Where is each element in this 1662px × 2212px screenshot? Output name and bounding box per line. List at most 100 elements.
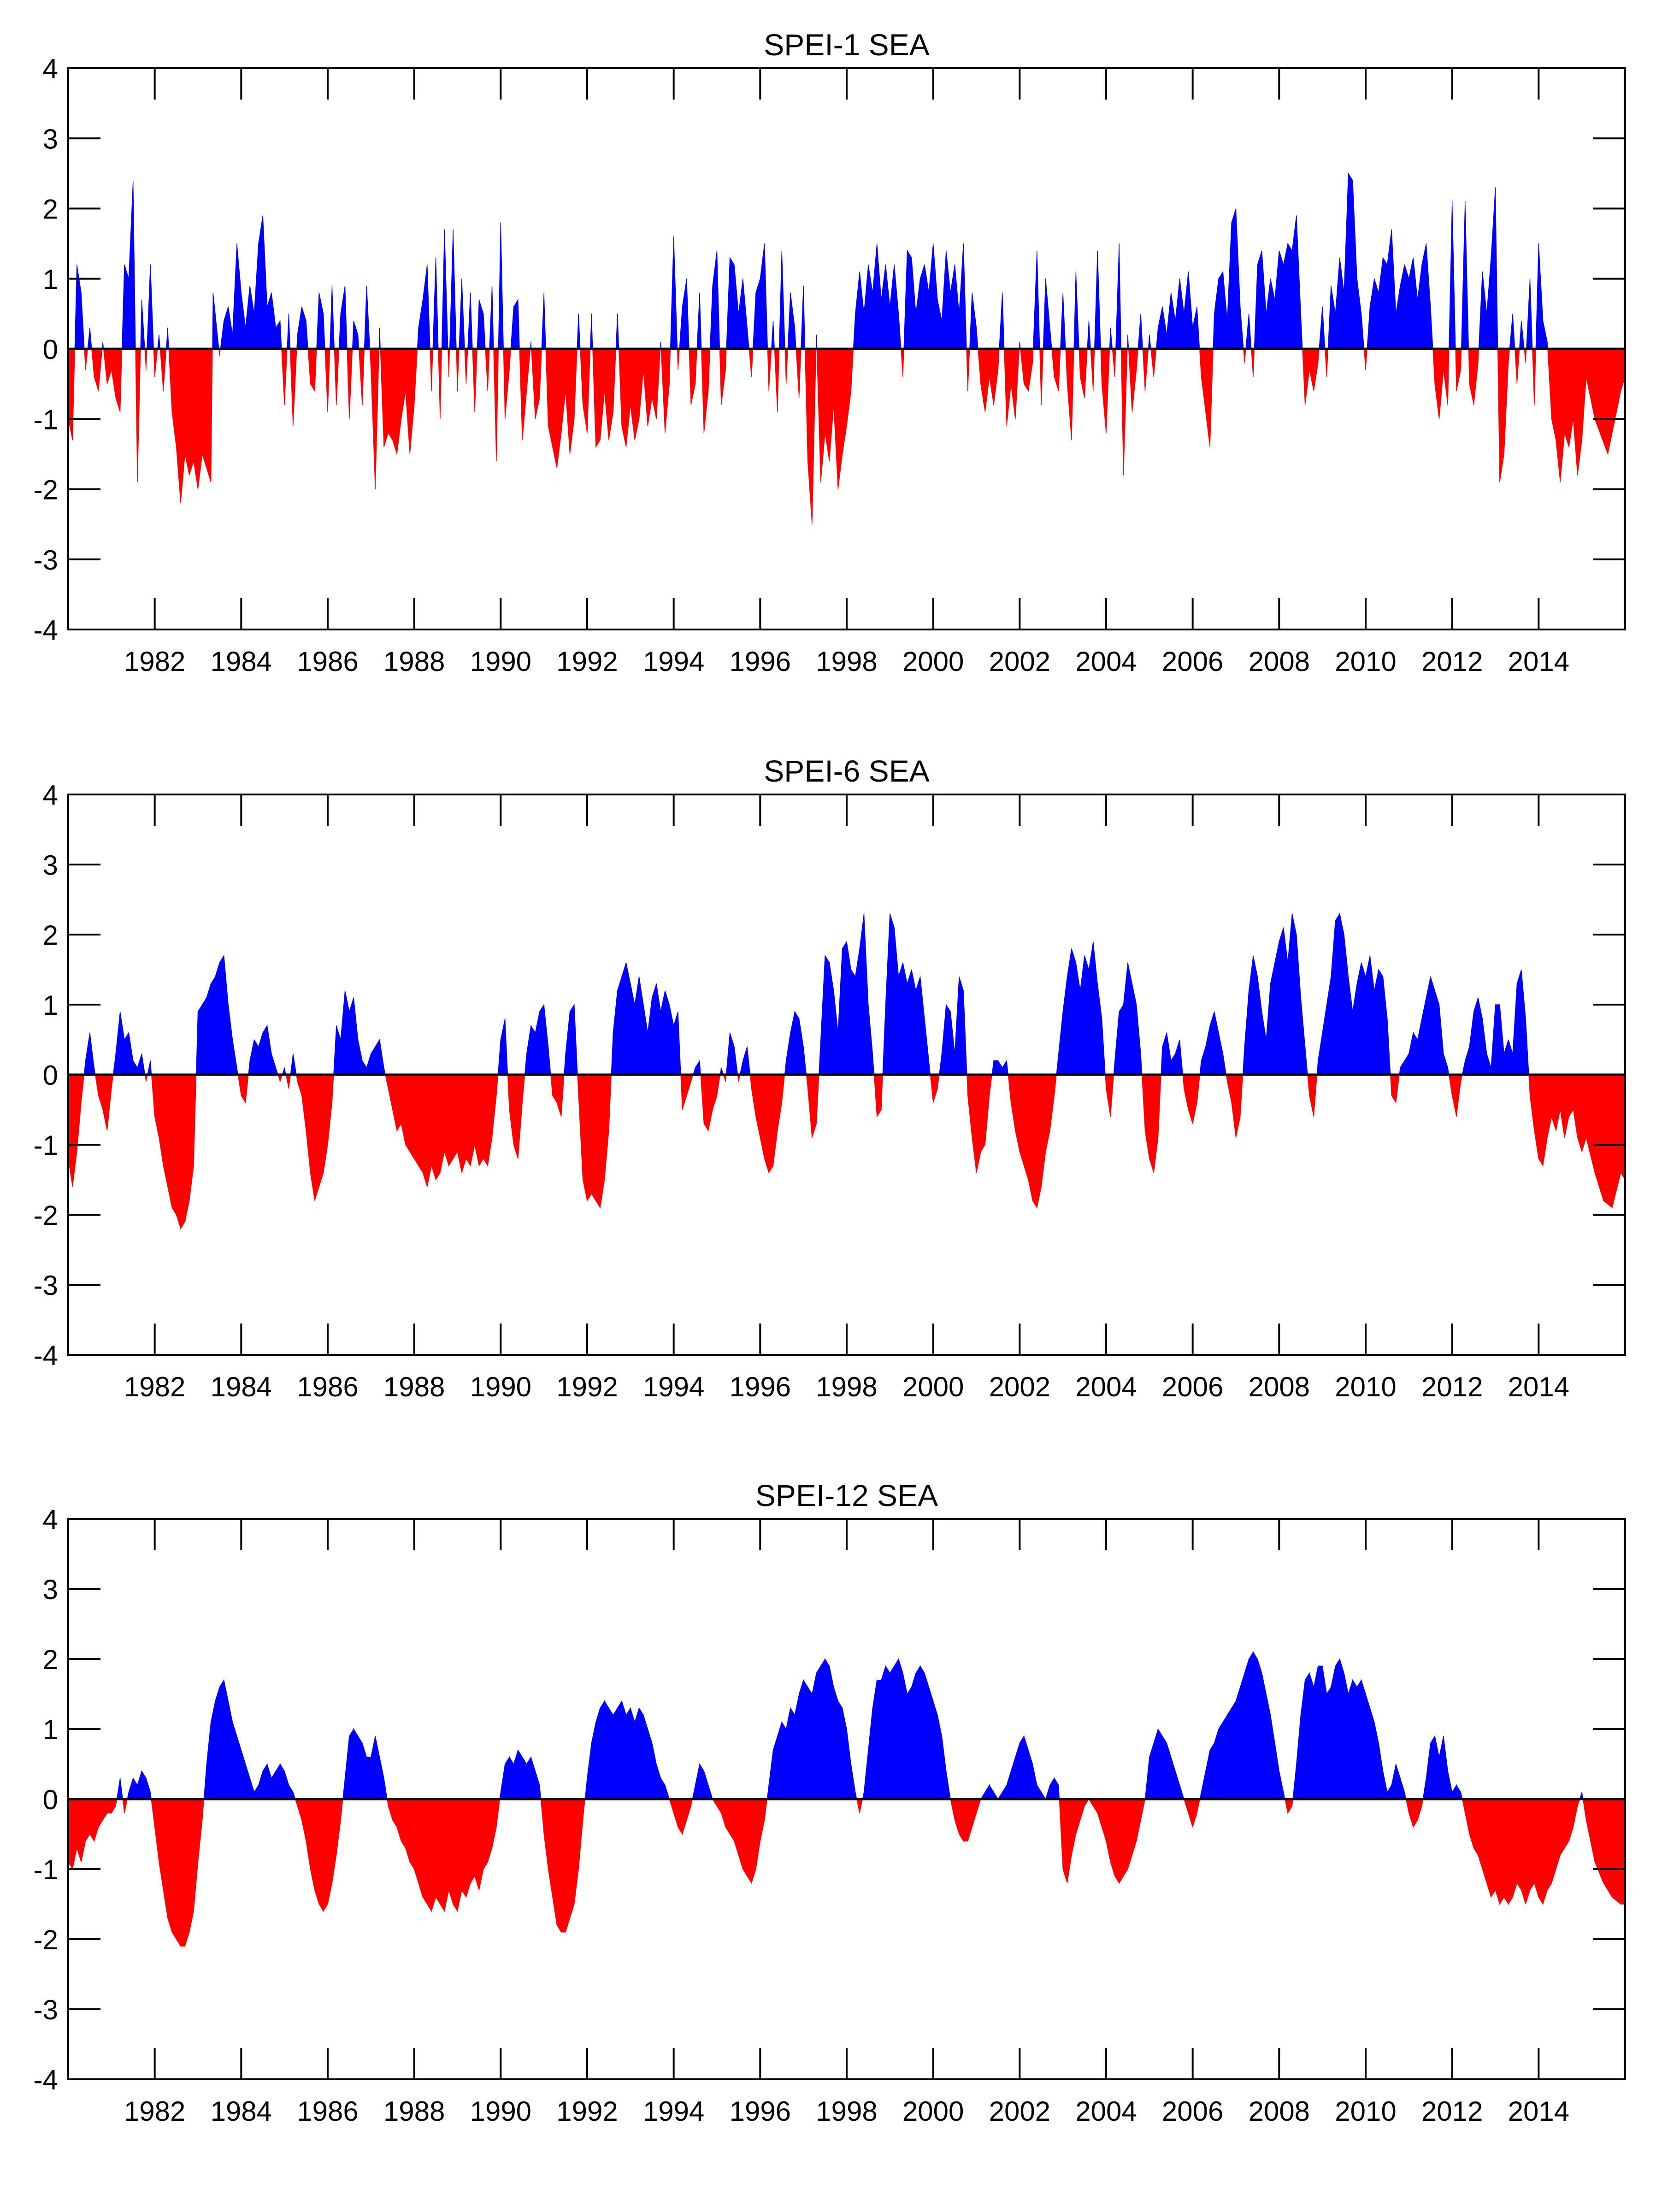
- negative-segment: [307, 348, 311, 384]
- positive-segment: [1149, 335, 1151, 349]
- negative-segment: [703, 1074, 709, 1132]
- positive-segment: [535, 1771, 540, 1800]
- positive-segment: [801, 285, 804, 349]
- x-tick-label: 2010: [1335, 2096, 1396, 2127]
- x-tick-label: 1990: [470, 1371, 531, 1402]
- positive-segment: [1361, 962, 1366, 1075]
- negative-segment: [535, 348, 540, 419]
- x-tick-label: 2008: [1249, 1371, 1310, 1402]
- negative-segment: [418, 1799, 424, 1897]
- negative-segment: [72, 348, 75, 440]
- negative-segment: [202, 1799, 205, 1820]
- positive-segment: [1305, 1672, 1310, 1800]
- positive-segment: [89, 1032, 94, 1075]
- negative-segment: [444, 1074, 449, 1166]
- positive-segment: [777, 1722, 782, 1800]
- positive-segment: [584, 1778, 588, 1800]
- negative-segment: [1192, 1074, 1197, 1124]
- positive-segment: [621, 962, 627, 1075]
- positive-segment: [467, 293, 471, 349]
- negative-segment: [401, 1799, 406, 1849]
- negative-segment: [1556, 348, 1561, 482]
- positive-segment: [1261, 1012, 1267, 1075]
- positive-segment: [816, 1665, 821, 1800]
- negative-segment: [543, 1799, 549, 1870]
- negative-segment: [989, 348, 994, 405]
- negative-segment: [1028, 348, 1033, 391]
- negative-segment: [1512, 1799, 1518, 1897]
- negative-segment: [777, 348, 780, 412]
- positive-segment: [1033, 250, 1037, 349]
- positive-area: [83, 912, 1529, 1075]
- x-tick-label: 2012: [1421, 2096, 1483, 2127]
- x-tick-label: 2006: [1162, 1371, 1223, 1402]
- negative-segment: [583, 1799, 585, 1820]
- negative-segment: [106, 1799, 112, 1813]
- negative-segment: [902, 348, 904, 377]
- negative-segment: [385, 1074, 389, 1089]
- negative-segment: [151, 1074, 155, 1117]
- negative-segment: [1102, 348, 1107, 433]
- negative-segment: [1080, 1799, 1085, 1820]
- negative-segment: [154, 1074, 159, 1138]
- positive-segment: [1296, 1715, 1301, 1800]
- positive-segment: [432, 258, 436, 349]
- negative-segment: [327, 1799, 332, 1905]
- positive-segment: [946, 1003, 951, 1075]
- positive-segment: [1361, 1680, 1366, 1800]
- positive-segment: [1093, 941, 1098, 1075]
- positive-segment: [638, 977, 644, 1075]
- positive-segment: [1002, 1784, 1007, 1800]
- positive-segment: [1123, 962, 1128, 1075]
- positive-segment: [1257, 250, 1262, 349]
- negative-segment: [755, 1074, 760, 1138]
- negative-segment: [1144, 1074, 1150, 1159]
- positive-segment: [1331, 285, 1336, 349]
- negative-segment: [613, 348, 616, 412]
- y-tick-label: 3: [43, 124, 58, 154]
- negative-segment: [1573, 1799, 1578, 1827]
- positive-segment: [275, 1763, 281, 1800]
- positive-segment: [364, 285, 367, 349]
- positive-segment: [984, 1784, 990, 1800]
- positive-segment: [1019, 1735, 1025, 1800]
- negative-segment: [314, 1074, 319, 1201]
- negative-segment: [1010, 1074, 1016, 1131]
- x-tick-label: 1986: [297, 1371, 358, 1402]
- positive-segment: [1409, 1032, 1414, 1075]
- x-tick-label: 2014: [1508, 1371, 1569, 1402]
- positive-segment: [803, 1679, 808, 1800]
- positive-segment: [1434, 990, 1440, 1075]
- negative-segment: [457, 1799, 462, 1912]
- positive-segment: [730, 256, 735, 349]
- negative-segment: [1188, 1799, 1193, 1827]
- negative-segment: [1534, 1799, 1539, 1897]
- y-tick-label: 1: [43, 264, 58, 295]
- negative-segment: [1568, 348, 1574, 447]
- positive-segment: [330, 285, 332, 349]
- positive-segment: [863, 265, 869, 349]
- positive-segment: [708, 1785, 713, 1800]
- positive-segment: [890, 265, 895, 349]
- negative-segment: [189, 348, 194, 476]
- negative-segment: [392, 348, 397, 454]
- x-tick-label: 1994: [643, 2096, 704, 2127]
- negative-segment: [1495, 1799, 1500, 1905]
- negative-segment: [94, 1074, 99, 1096]
- spei-panel-1: -4 -3 -2 -1 0 1 2 3 4 1982 1984 1986 1988 1990 1992 199…: [34, 28, 1626, 677]
- negative-segment: [1612, 1074, 1621, 1208]
- negative-segment: [978, 348, 981, 384]
- negative-segment: [1251, 348, 1254, 377]
- negative-segment: [81, 1799, 86, 1862]
- positive-segment: [837, 1700, 843, 1800]
- negative-segment: [522, 1074, 525, 1103]
- x-tick-label: 2012: [1421, 1371, 1483, 1402]
- positive-segment: [1171, 293, 1176, 349]
- negative-segment: [583, 348, 588, 433]
- negative-segment: [539, 348, 542, 398]
- negative-segment: [561, 348, 566, 433]
- positive-segment: [1043, 278, 1046, 349]
- positive-segment: [950, 265, 955, 349]
- negative-segment: [427, 1799, 432, 1912]
- negative-segment: [701, 348, 704, 433]
